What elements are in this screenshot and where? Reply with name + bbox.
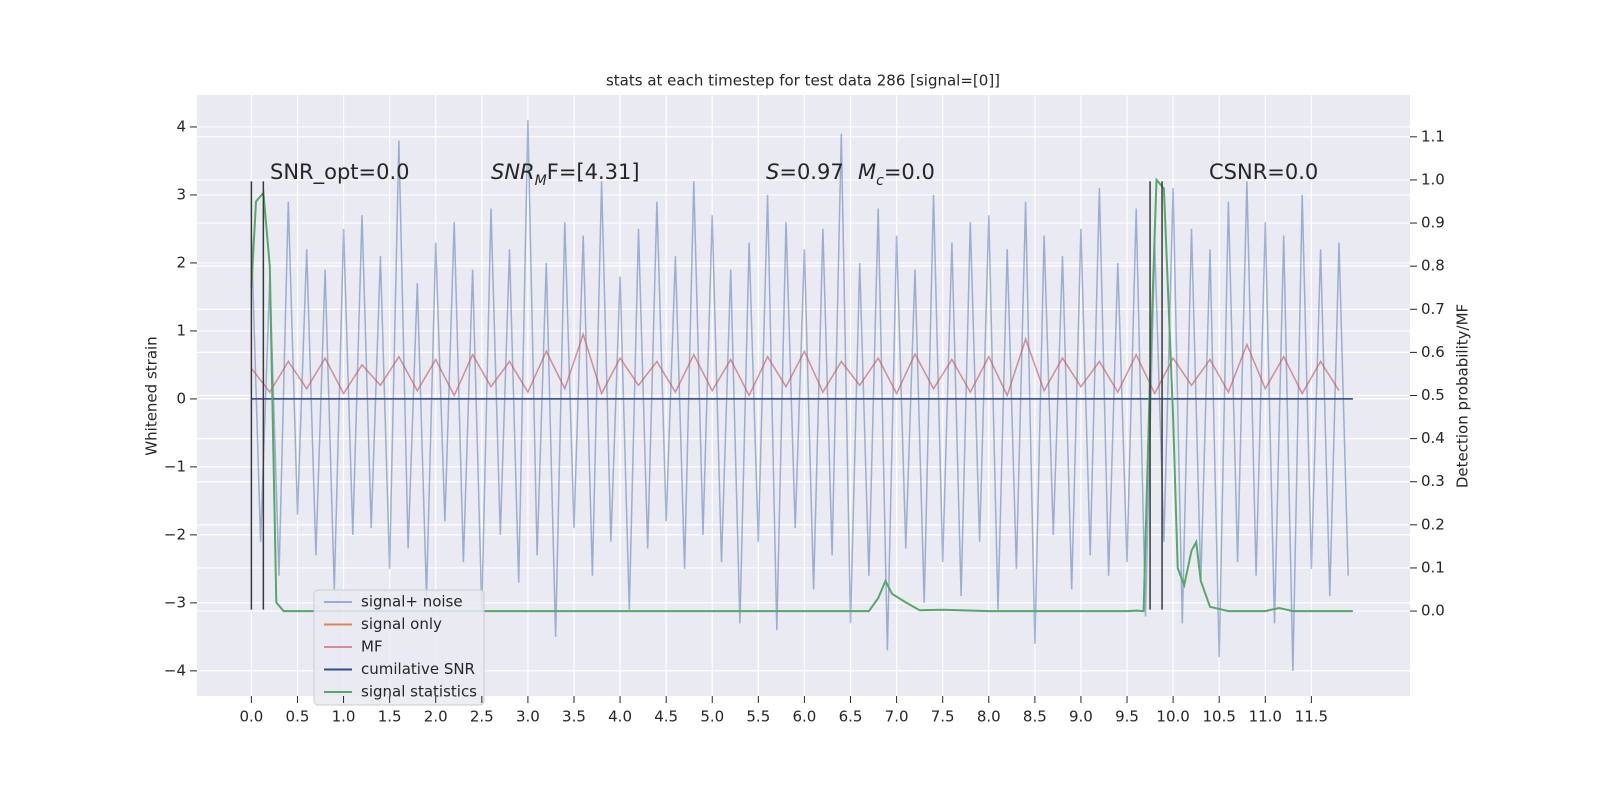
x-tick-label: 10.0 — [1156, 708, 1189, 726]
legend-label: MF — [361, 638, 383, 656]
y-tick-label: 0 — [176, 389, 186, 407]
annotation-text: SNR — [491, 160, 535, 184]
y2-tick-label: 0.7 — [1421, 300, 1445, 318]
annotation-text: CSNR=0.0 — [1209, 160, 1318, 184]
x-tick-label: 2.5 — [470, 708, 494, 726]
x-tick-label: 4.5 — [654, 708, 678, 726]
series-line — [250, 177, 1353, 613]
y-tick-label: 4 — [176, 117, 186, 135]
y2-axis-label: Detection probability/MF — [1454, 304, 1472, 488]
series-line — [250, 120, 1349, 671]
chart-title: stats at each timestep for test data 286… — [606, 72, 1000, 90]
x-tick-label: 10.5 — [1202, 708, 1235, 726]
x-tick-label: 5.0 — [700, 708, 724, 726]
annotation-text: F=[4.31] — [547, 160, 640, 184]
legend-label: cumilative SNR — [361, 660, 475, 678]
x-tick-label: 1.0 — [332, 708, 356, 726]
series-line — [250, 331, 1340, 398]
y-tick-label: −3 — [164, 593, 186, 611]
annotation-text: =0.97 — [779, 160, 843, 184]
y-tick-label: −4 — [164, 661, 186, 679]
legend-label: signal only — [361, 615, 442, 633]
annotation: SNRMF=[4.31] — [491, 160, 640, 189]
annotation-text: =0.0 — [884, 160, 935, 184]
y-tick-label: −1 — [164, 457, 186, 475]
annotation-text: SNR_opt=0.0 — [270, 160, 410, 185]
y2-tick-label: 0.9 — [1421, 214, 1445, 232]
x-tick-label: 11.5 — [1295, 708, 1328, 726]
x-tick-label: 11.0 — [1249, 708, 1282, 726]
y2-tick-label: 1.1 — [1421, 127, 1445, 145]
y2-tick-label: 0.2 — [1421, 515, 1445, 533]
x-tick-label: 7.0 — [885, 708, 909, 726]
x-tick-label: 3.0 — [516, 708, 540, 726]
x-tick-label: 4.0 — [608, 708, 632, 726]
x-tick-label: 1.5 — [378, 708, 402, 726]
x-tick-label: 7.5 — [931, 708, 955, 726]
annotation-text: S — [766, 160, 779, 184]
y-axis-label: Whitened strain — [143, 336, 161, 455]
y-tick-label: −2 — [164, 525, 186, 543]
y2-tick-label: 0.5 — [1421, 386, 1445, 404]
x-tick-label: 9.5 — [1115, 708, 1139, 726]
legend-label: signal+ noise — [361, 593, 463, 611]
x-tick-label: 0.5 — [286, 708, 310, 726]
y2-tick-label: 0.3 — [1421, 472, 1445, 490]
y2-tick-label: 1.0 — [1421, 170, 1445, 188]
x-tick-label: 2.0 — [424, 708, 448, 726]
annotation: SNR_opt=0.0 — [270, 160, 410, 185]
annotation: CSNR=0.0 — [1209, 160, 1318, 184]
x-tick-label: 6.0 — [792, 708, 816, 726]
annotation-text: c — [876, 173, 884, 189]
annotation-text: M — [535, 173, 547, 189]
y2-tick-label: 0.4 — [1421, 429, 1445, 447]
legend-label: signal statistics — [361, 683, 477, 701]
annotation: S=0.97 — [766, 160, 844, 184]
x-tick-label: 8.0 — [977, 708, 1001, 726]
x-tick-label: 3.5 — [562, 708, 586, 726]
annotations: SNR_opt=0.0 SNRMF=[4.31] S=0.97 Mc=0.0 C… — [270, 160, 1318, 189]
x-tick-label: 0.0 — [239, 708, 263, 726]
x-tick-label: 6.5 — [839, 708, 863, 726]
x-tick-label: 9.0 — [1069, 708, 1093, 726]
y-tick-label: 1 — [176, 321, 186, 339]
y2-tick-label: 0.8 — [1421, 257, 1445, 275]
y2-tick-label: 0.6 — [1421, 343, 1445, 361]
y2-tick-label: 0.1 — [1421, 558, 1445, 576]
annotation-text: M — [858, 160, 876, 184]
legend: signal+ noise signal only MF cumilative SNR… — [313, 589, 485, 706]
x-tick-label: 5.5 — [746, 708, 770, 726]
y2-tick-label: 0.0 — [1421, 602, 1445, 620]
y-tick-label: 2 — [176, 253, 186, 271]
y-tick-label: 3 — [176, 185, 186, 203]
annotation: Mc=0.0 — [858, 160, 935, 189]
plot — [250, 120, 1353, 671]
x-tick-label: 8.5 — [1023, 708, 1047, 726]
legend-box — [313, 589, 485, 706]
